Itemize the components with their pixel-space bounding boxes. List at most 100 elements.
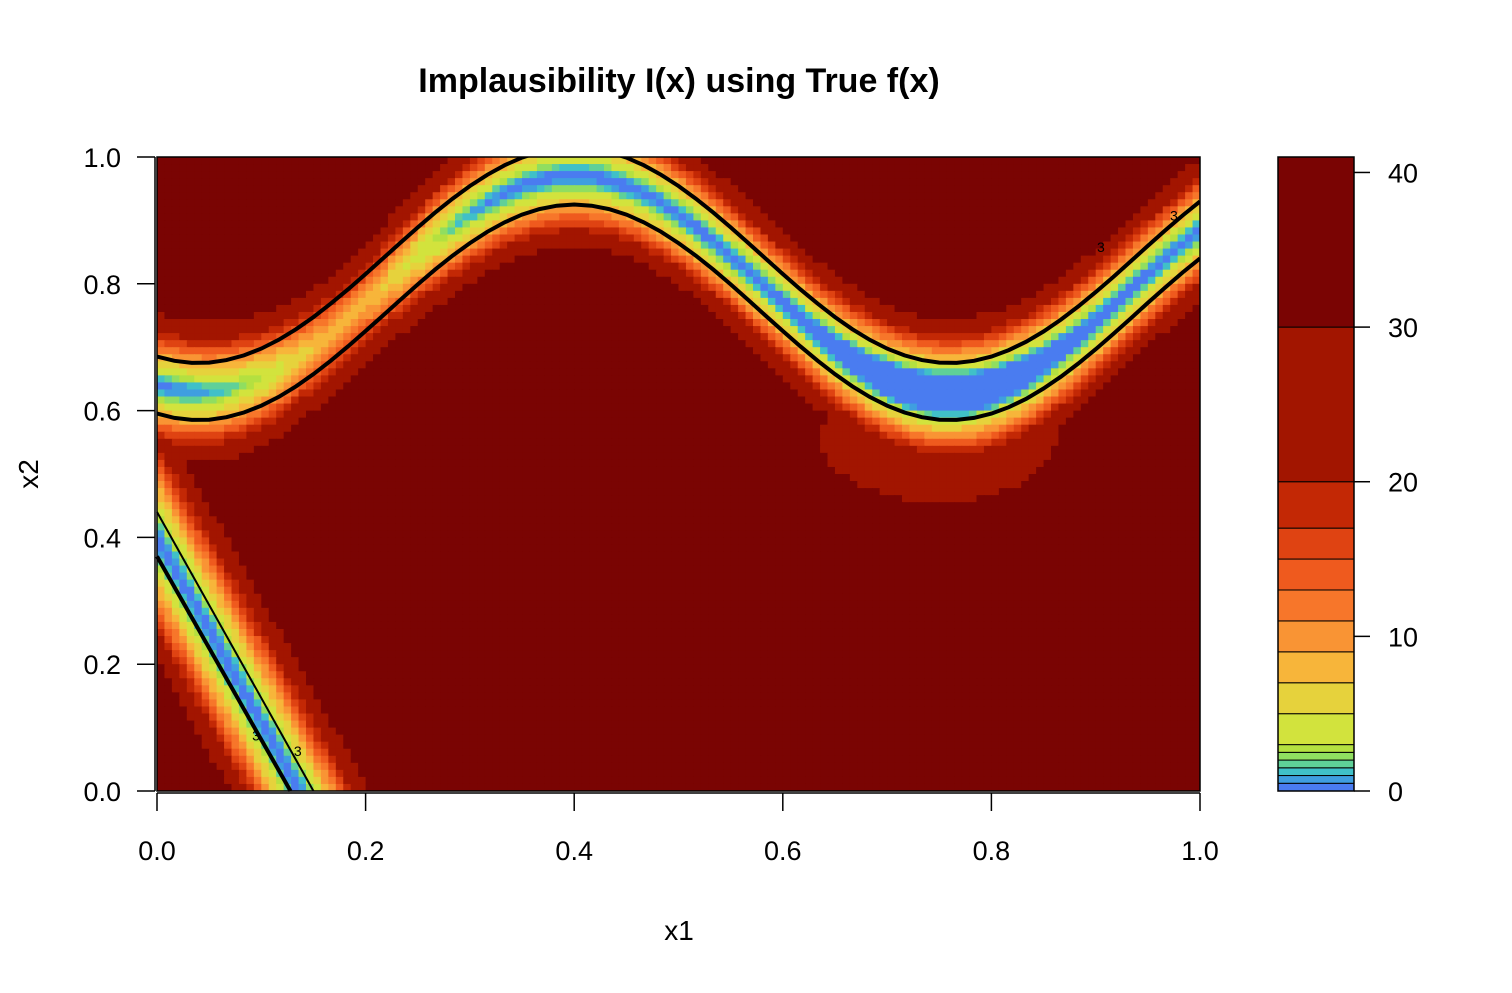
contour-cell [693, 220, 702, 229]
contour-cell [611, 333, 620, 341]
contour-cell [1028, 234, 1037, 243]
contour-cell [849, 157, 858, 165]
contour-cell [961, 290, 970, 299]
contour-cell [231, 269, 240, 278]
contour-cell [641, 199, 650, 207]
contour-cell [1088, 199, 1097, 207]
contour-cell [350, 297, 359, 306]
contour-cell [1110, 333, 1119, 341]
contour-cell [730, 326, 739, 334]
contour-cell [1155, 220, 1164, 229]
contour-cell [484, 157, 493, 165]
contour-cell [611, 375, 620, 384]
contour-cell [820, 340, 829, 348]
contour-cell [253, 241, 262, 250]
contour-cell [909, 192, 918, 200]
contour-cell [261, 382, 270, 391]
contour-cell [924, 255, 933, 264]
contour-cell [1073, 283, 1082, 292]
contour-cell [753, 269, 762, 278]
contour-cell [365, 164, 374, 172]
contour-cell [596, 319, 605, 327]
contour-cell [1043, 206, 1052, 214]
contour-cell [484, 234, 493, 243]
contour-cell [834, 234, 843, 243]
contour-cell [671, 234, 680, 243]
contour-cell [857, 220, 866, 229]
contour-cell [425, 333, 434, 341]
contour-cell [1021, 262, 1030, 271]
contour-cell [157, 311, 166, 320]
contour-cell [1155, 178, 1164, 186]
contour-cell [566, 206, 575, 214]
contour-cell [805, 333, 814, 341]
contour-cell [283, 340, 292, 348]
contour-cell [574, 340, 583, 348]
contour-cell [1118, 283, 1127, 292]
contour-cell [827, 213, 836, 221]
contour-cell [1006, 283, 1015, 292]
contour-cell [708, 199, 717, 207]
contour-cell [484, 340, 493, 348]
contour-cell [604, 290, 613, 299]
contour-cell [633, 368, 642, 376]
contour-cell [1185, 361, 1194, 369]
contour-cell [246, 206, 255, 214]
contour-cell [790, 354, 799, 362]
contour-cell [745, 311, 754, 320]
contour-cell [1118, 276, 1127, 285]
contour-cell [730, 199, 739, 207]
contour-cell [291, 227, 300, 236]
contour-cell [224, 283, 233, 292]
contour-cell [551, 213, 560, 221]
contour-cell [1140, 319, 1149, 327]
contour-cell [745, 255, 754, 264]
contour-cell [671, 340, 680, 348]
contour-cell [760, 319, 769, 327]
contour-cell [648, 283, 657, 292]
contour-cell [723, 178, 732, 186]
contour-cell [991, 290, 1000, 299]
contour-cell [916, 382, 925, 391]
contour-cell [559, 262, 568, 271]
contour-cell [931, 361, 940, 369]
contour-cell [529, 157, 538, 165]
contour-cell [596, 157, 605, 165]
contour-cell [596, 340, 605, 348]
contour-cell [514, 220, 523, 229]
contour-cell [1043, 290, 1052, 299]
contour-cell [887, 361, 896, 369]
contour-cell [387, 368, 396, 376]
contour-cell [827, 389, 836, 398]
contour-cell [1051, 382, 1060, 391]
contour-cell [656, 333, 665, 341]
contour-cell [894, 248, 903, 257]
contour-cell [775, 234, 784, 243]
contour-cell [276, 304, 285, 313]
contour-cell [380, 213, 389, 221]
contour-cell [700, 382, 709, 391]
contour-cell [499, 304, 508, 313]
contour-cell [507, 206, 516, 214]
contour-cell [797, 262, 806, 271]
contour-cell [350, 157, 359, 165]
contour-cell [998, 276, 1007, 285]
contour-cell [924, 361, 933, 369]
contour-cell [991, 333, 1000, 341]
contour-cell [1140, 227, 1149, 236]
contour-cell [1162, 319, 1171, 327]
contour-cell [894, 192, 903, 200]
contour-cell [738, 361, 747, 369]
contour-cell [1043, 368, 1052, 376]
contour-cell [663, 199, 672, 207]
contour-cell [216, 185, 225, 193]
contour-cell [708, 248, 717, 257]
contour-cell [320, 234, 329, 243]
contour-cell [998, 248, 1007, 257]
contour-cell [693, 192, 702, 200]
contour-cell [320, 319, 329, 327]
contour-cell [864, 361, 873, 369]
contour-cell [946, 255, 955, 264]
contour-cell [909, 255, 918, 264]
contour-cell [1192, 382, 1200, 391]
